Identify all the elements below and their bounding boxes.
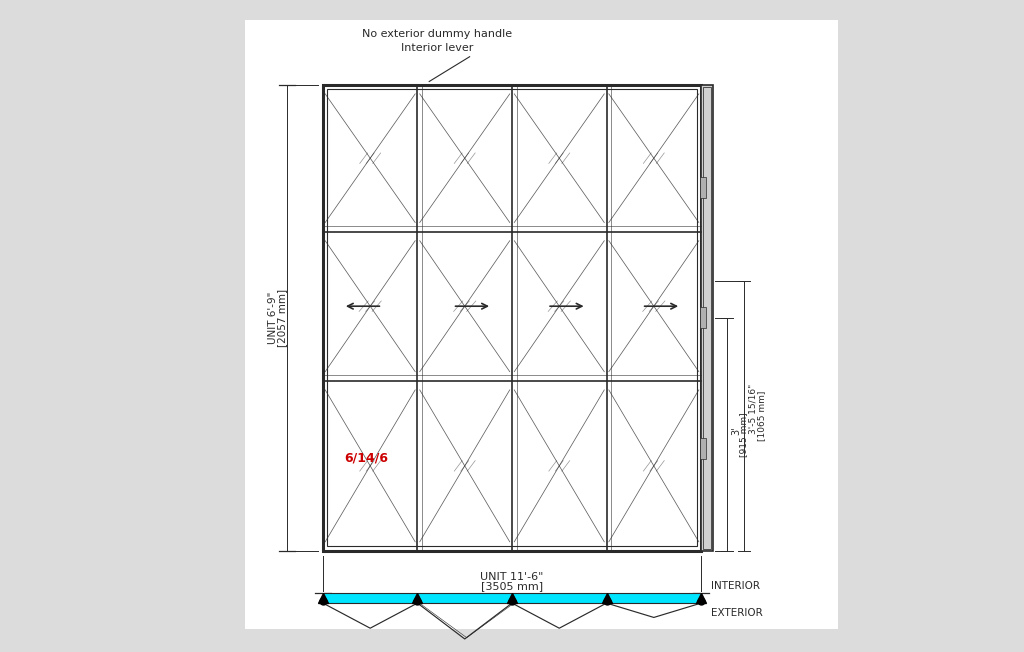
Text: 3': 3' — [731, 427, 741, 436]
Text: [3505 mm]: [3505 mm] — [481, 582, 543, 591]
Text: 6/14/6: 6/14/6 — [344, 451, 388, 464]
Bar — [328, 89, 696, 546]
Bar — [323, 85, 701, 551]
Text: EXTERIOR: EXTERIOR — [711, 608, 763, 618]
Bar — [699, 438, 707, 459]
Text: UNIT 6'-9": UNIT 6'-9" — [267, 291, 278, 344]
Bar — [699, 177, 707, 198]
Text: [915 mm]: [915 mm] — [739, 412, 748, 456]
Text: INTERIOR: INTERIOR — [711, 582, 760, 591]
Text: Interior lever: Interior lever — [400, 44, 473, 53]
Text: UNIT 11'-6": UNIT 11'-6" — [480, 572, 544, 582]
Text: [1065 mm]: [1065 mm] — [757, 391, 766, 441]
Bar — [701, 85, 713, 551]
Bar — [703, 87, 711, 549]
Bar — [323, 593, 701, 603]
Text: [2057 mm]: [2057 mm] — [278, 289, 288, 347]
Bar — [699, 308, 707, 329]
Text: No exterior dummy handle: No exterior dummy handle — [361, 29, 512, 39]
Text: 3'-5 15/16": 3'-5 15/16" — [748, 384, 757, 434]
